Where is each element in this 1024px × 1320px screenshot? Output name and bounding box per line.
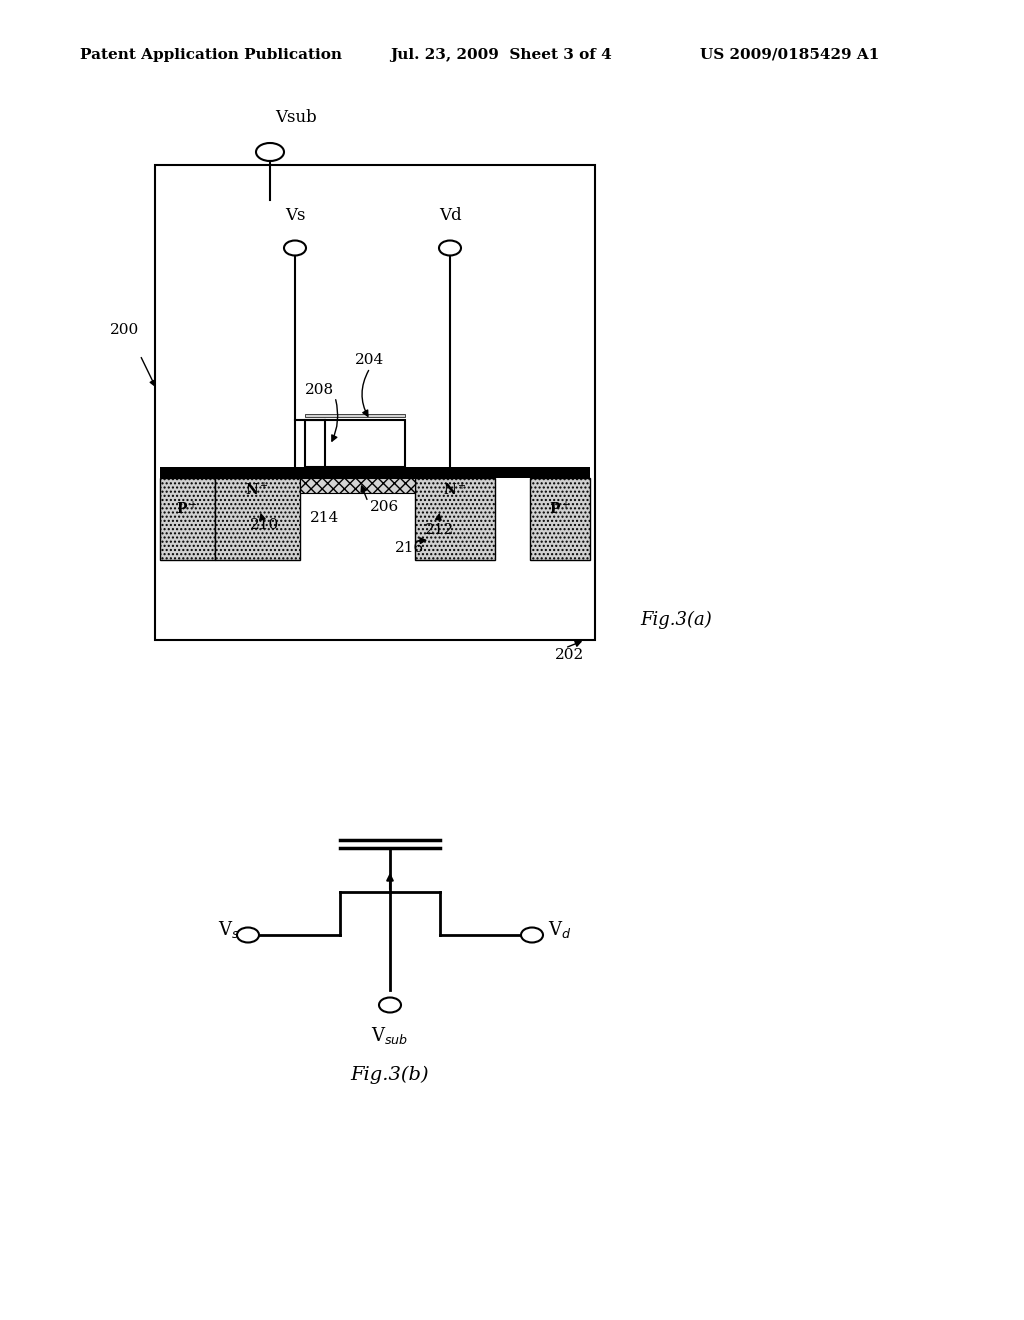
Bar <box>415 478 495 560</box>
Text: 212: 212 <box>425 523 455 537</box>
Text: 208: 208 <box>305 383 334 397</box>
Bar <box>305 414 406 417</box>
Bar <box>160 478 215 560</box>
Text: 202: 202 <box>555 648 585 663</box>
Text: V$_d$: V$_d$ <box>548 920 571 940</box>
Bar <box>160 467 590 478</box>
Text: P$^+$: P$^+$ <box>176 500 198 517</box>
Text: 214: 214 <box>310 511 339 525</box>
Text: N$^+$: N$^+$ <box>245 482 269 499</box>
Text: Vd: Vd <box>438 206 462 223</box>
Text: 216: 216 <box>395 541 424 554</box>
Text: Vs: Vs <box>285 206 305 223</box>
Text: Vsub: Vsub <box>275 110 316 127</box>
Bar <box>155 165 595 640</box>
Text: N$^+$: N$^+$ <box>443 482 467 499</box>
Bar <box>305 420 406 467</box>
Text: Patent Application Publication: Patent Application Publication <box>80 48 342 62</box>
Text: Jul. 23, 2009  Sheet 3 of 4: Jul. 23, 2009 Sheet 3 of 4 <box>390 48 611 62</box>
Bar <box>300 478 415 492</box>
Text: Fig.3(a): Fig.3(a) <box>640 611 712 630</box>
Text: V$_{sub}$: V$_{sub}$ <box>372 1024 409 1045</box>
Text: 200: 200 <box>110 323 139 337</box>
Text: P$^+$: P$^+$ <box>549 500 570 517</box>
Text: V$_s$: V$_s$ <box>218 920 240 940</box>
Text: 210: 210 <box>250 517 280 532</box>
Text: 204: 204 <box>355 352 384 367</box>
Text: US 2009/0185429 A1: US 2009/0185429 A1 <box>700 48 880 62</box>
Bar <box>215 478 300 560</box>
Text: Fig.3(b): Fig.3(b) <box>350 1065 429 1084</box>
Text: 206: 206 <box>370 500 399 513</box>
Bar <box>530 478 590 560</box>
